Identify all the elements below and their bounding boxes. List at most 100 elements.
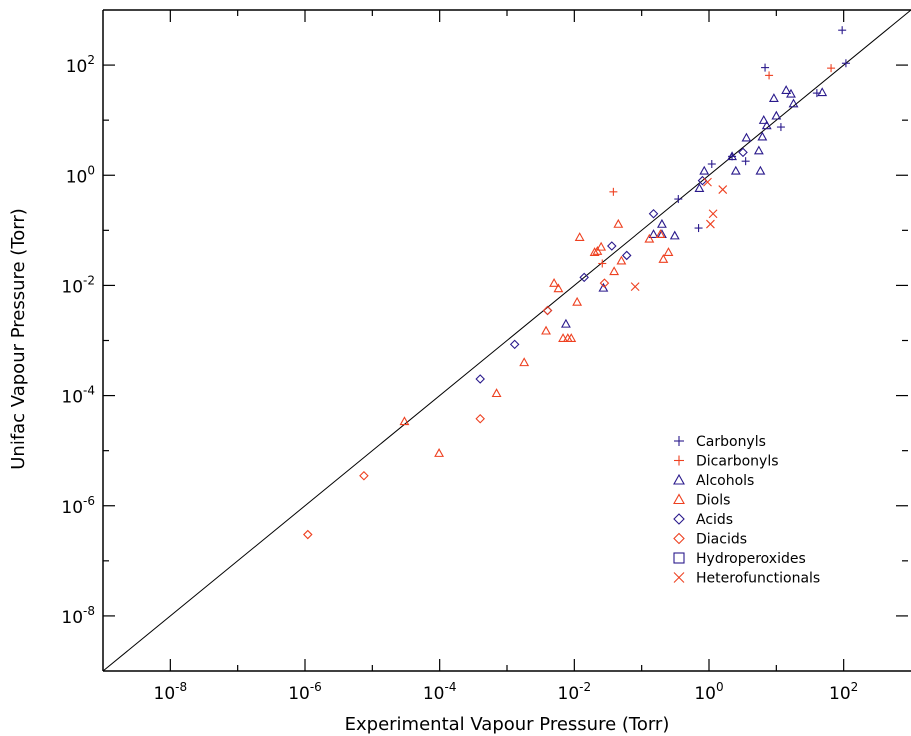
data-point bbox=[741, 157, 750, 166]
data-point bbox=[727, 151, 737, 161]
legend-item-alcohols: Alcohols bbox=[673, 473, 754, 489]
data-point bbox=[542, 305, 553, 316]
plot-area bbox=[103, 10, 911, 671]
data-point bbox=[541, 325, 551, 335]
data-point bbox=[708, 209, 718, 219]
data-point bbox=[706, 219, 715, 229]
data-point bbox=[574, 232, 585, 241]
data-point bbox=[303, 529, 313, 540]
legend-item-acids: Acids bbox=[673, 512, 733, 528]
x-tick-label: 10-4 bbox=[423, 680, 457, 704]
data-point bbox=[598, 282, 609, 292]
data-point bbox=[434, 448, 445, 457]
data-point bbox=[560, 318, 571, 328]
data-point bbox=[663, 247, 674, 257]
data-point bbox=[755, 165, 766, 175]
data-point bbox=[630, 282, 640, 292]
data-point bbox=[616, 255, 627, 265]
data-point bbox=[730, 165, 741, 175]
legend-label: Dicarbonyls bbox=[696, 454, 779, 470]
data-point bbox=[399, 416, 410, 426]
legend-item-heterofunctionals: Heterofunctionals bbox=[673, 571, 820, 587]
data-point bbox=[579, 272, 589, 283]
y-tick-label: 10-8 bbox=[61, 604, 95, 628]
data-point bbox=[566, 333, 577, 342]
legend: Carbonyls Dicarbonyls Alcohols Diols Acids Di… bbox=[673, 434, 820, 587]
y-axis-title: Unifac Vapour Pressure (Torr) bbox=[8, 208, 29, 470]
data-point bbox=[658, 254, 669, 263]
data-point bbox=[817, 87, 828, 97]
y-tick-label: 10-4 bbox=[61, 384, 95, 408]
legend-item-hydroperoxides: Hydroperoxides bbox=[673, 551, 806, 567]
legend-marker bbox=[674, 436, 684, 446]
legend-item-diacids: Diacids bbox=[673, 532, 747, 548]
series-heterofunctionals bbox=[630, 177, 728, 292]
legend-marker bbox=[673, 473, 685, 485]
data-point bbox=[753, 145, 764, 155]
series-carbonyls bbox=[674, 26, 850, 233]
legend-label: Alcohols bbox=[696, 473, 754, 489]
legend-item-carbonyls: Carbonyls bbox=[674, 434, 766, 450]
data-point bbox=[655, 229, 666, 238]
axes: 10-8 10-6 10-4 10-2 100 102 10-8 10-6 10-4 10-2 10… bbox=[61, 9, 911, 704]
series-diacids bbox=[303, 278, 610, 540]
series-acids bbox=[475, 147, 748, 384]
series-dicarbonyls bbox=[598, 64, 836, 268]
data-point bbox=[841, 59, 850, 68]
data-point bbox=[475, 374, 485, 384]
data-point bbox=[758, 115, 769, 124]
data-point bbox=[771, 110, 782, 120]
y-tick-label: 102 bbox=[66, 53, 95, 77]
data-point bbox=[765, 71, 774, 80]
data-point bbox=[838, 26, 847, 35]
data-point bbox=[491, 388, 502, 398]
data-point bbox=[644, 233, 655, 243]
series-diols bbox=[399, 218, 674, 457]
data-point bbox=[613, 218, 624, 228]
data-point bbox=[694, 224, 703, 233]
data-point bbox=[761, 120, 772, 130]
data-point bbox=[592, 245, 603, 255]
data-point bbox=[598, 259, 607, 268]
legend-label: Diacids bbox=[696, 532, 747, 548]
data-point bbox=[648, 229, 659, 238]
legend-marker bbox=[673, 532, 685, 545]
data-point bbox=[768, 93, 779, 102]
data-point bbox=[359, 471, 369, 481]
data-point bbox=[509, 339, 520, 350]
data-point bbox=[718, 185, 728, 194]
data-point bbox=[788, 98, 799, 108]
data-point bbox=[549, 278, 559, 287]
legend-label: Heterofunctionals bbox=[696, 571, 820, 587]
data-point bbox=[694, 183, 705, 193]
data-point bbox=[757, 131, 768, 141]
legend-label: Acids bbox=[696, 512, 733, 528]
data-point bbox=[781, 85, 792, 94]
y-tick-label: 100 bbox=[66, 163, 95, 187]
data-point bbox=[553, 283, 564, 293]
x-axis-title: Experimental Vapour Pressure (Torr) bbox=[345, 714, 670, 735]
legend-marker bbox=[673, 552, 685, 564]
y-tick-label: 10-6 bbox=[61, 494, 95, 518]
data-point bbox=[669, 230, 680, 240]
legend-marker bbox=[674, 455, 684, 466]
reference-line bbox=[103, 10, 911, 671]
legend-item-dicarbonyls: Dicarbonyls bbox=[674, 454, 779, 470]
legend-label: Hydroperoxides bbox=[696, 551, 806, 567]
data-point bbox=[475, 413, 485, 424]
data-point bbox=[761, 63, 770, 72]
data-point bbox=[609, 187, 618, 196]
legend-label: Diols bbox=[696, 493, 730, 509]
x-tick-label: 102 bbox=[829, 680, 858, 704]
x-tick-label: 10-8 bbox=[154, 680, 188, 704]
data-point bbox=[776, 123, 785, 132]
data-point bbox=[648, 208, 659, 219]
legend-marker bbox=[673, 513, 685, 525]
x-tick-label: 10-6 bbox=[288, 680, 322, 704]
legend-marker bbox=[673, 572, 685, 583]
data-point bbox=[699, 165, 710, 175]
data-point bbox=[703, 177, 712, 187]
x-tick-label: 10-2 bbox=[558, 680, 592, 704]
data-point bbox=[827, 64, 836, 73]
